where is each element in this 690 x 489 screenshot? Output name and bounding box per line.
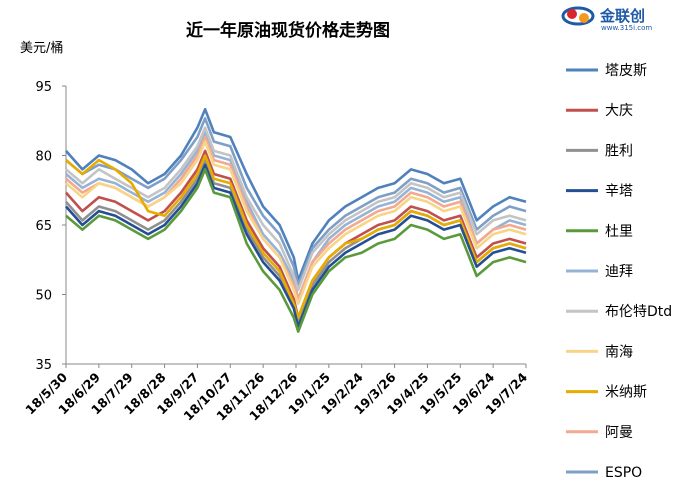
y-tick-label: 65 (35, 219, 52, 234)
legend-label: 辛塔 (605, 184, 633, 200)
logo: 金联创 www.315i.com (561, 6, 652, 32)
series-line (65, 131, 527, 301)
chart-title: 近一年原油现货价格走势图 (186, 20, 390, 41)
series-line (65, 168, 527, 333)
y-tick-label: 35 (35, 358, 52, 373)
legend-label: ESPO (605, 465, 642, 481)
logo-url: www.315i.com (601, 24, 652, 32)
y-tick-label: 50 (35, 289, 52, 304)
legend-label: 塔皮斯 (605, 63, 647, 79)
series-line (65, 163, 527, 329)
legend-label: 迪拜 (605, 264, 633, 280)
legend-label: 布伦特Dtd (605, 304, 672, 320)
series-line (65, 140, 527, 306)
logo-mark-icon (561, 6, 595, 26)
series-line (65, 149, 527, 320)
series-line (65, 107, 527, 282)
series-lines (65, 107, 527, 333)
legend-label: 杜里 (605, 224, 633, 240)
series-line (65, 154, 527, 320)
series-line (65, 126, 527, 292)
logo-name: 金联创 (599, 7, 645, 25)
legend-label: 南海 (605, 344, 633, 360)
legend-label: 大庆 (605, 103, 633, 119)
series-line (65, 117, 527, 287)
y-axis-unit: 美元/桶 (20, 41, 63, 56)
axes: 355065809518/5/3018/6/2918/7/2918/8/2818… (22, 80, 530, 423)
y-tick-label: 95 (35, 80, 52, 95)
y-tick-label: 80 (35, 150, 52, 165)
legend-label: 胜利 (605, 143, 633, 159)
legend-label: 阿曼 (605, 425, 633, 441)
legend-label: 米纳斯 (605, 385, 647, 401)
